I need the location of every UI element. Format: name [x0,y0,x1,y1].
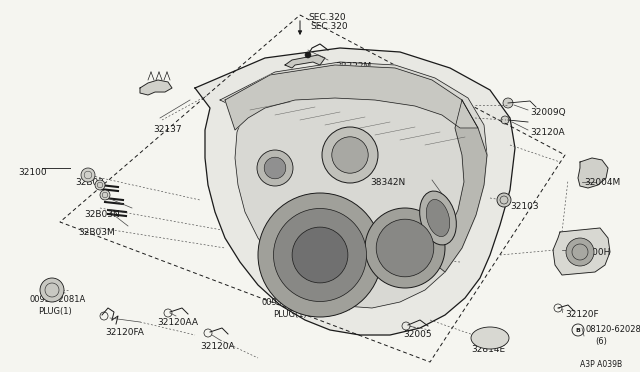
Text: PLUG(1): PLUG(1) [385,264,419,273]
Ellipse shape [420,191,456,245]
Polygon shape [578,158,608,188]
Circle shape [95,180,105,190]
Text: 38322M: 38322M [335,62,371,71]
Circle shape [365,208,445,288]
Circle shape [81,168,95,182]
Text: 32004M: 32004M [584,178,620,187]
Circle shape [501,116,509,124]
Text: 32120F: 32120F [565,310,598,319]
Circle shape [497,193,511,207]
Circle shape [305,52,311,58]
Polygon shape [195,48,515,335]
Text: 32B02: 32B02 [75,178,104,187]
Text: PLUG(1): PLUG(1) [273,310,307,319]
Text: 32009Q: 32009Q [530,108,566,117]
Text: 32B03N: 32B03N [84,210,120,219]
Text: 32120A: 32120A [201,342,236,351]
Text: 00933-1401A: 00933-1401A [262,298,318,307]
Text: B: B [575,327,580,333]
Text: 08120-62028: 08120-62028 [585,325,640,334]
Circle shape [257,150,293,186]
Circle shape [258,193,382,317]
Polygon shape [430,100,487,272]
Circle shape [566,238,594,266]
Polygon shape [140,80,172,95]
Polygon shape [220,62,487,308]
Text: SEC.320: SEC.320 [308,13,346,22]
Circle shape [322,127,378,183]
Ellipse shape [471,327,509,349]
Text: 32137: 32137 [154,125,182,134]
Text: 32005: 32005 [404,330,432,339]
Text: 32100: 32100 [18,168,47,177]
Ellipse shape [426,199,450,237]
Text: 00933-1161A: 00933-1161A [378,252,435,261]
Text: (6): (6) [595,337,607,346]
Circle shape [332,137,368,173]
Text: 00931-2081A: 00931-2081A [30,295,86,304]
Text: SEC.320: SEC.320 [310,22,348,31]
Circle shape [273,208,367,301]
Text: PLUG(1): PLUG(1) [38,307,72,316]
Text: 38342N: 38342N [370,178,405,187]
Text: 32120FA: 32120FA [105,328,144,337]
Circle shape [40,278,64,302]
Text: 32120AA: 32120AA [157,318,198,327]
Polygon shape [225,65,478,130]
Polygon shape [285,55,325,68]
Circle shape [503,98,513,108]
Circle shape [292,227,348,283]
Circle shape [264,157,286,179]
Circle shape [376,219,434,277]
Text: 32B03M: 32B03M [78,228,115,237]
Text: 32814E: 32814E [471,345,505,354]
Text: 32120A: 32120A [530,128,564,137]
Text: 32103: 32103 [510,202,539,211]
Polygon shape [553,228,610,275]
Text: A3P A039B: A3P A039B [580,360,622,369]
Circle shape [100,190,110,200]
Text: 32100H: 32100H [575,248,611,257]
